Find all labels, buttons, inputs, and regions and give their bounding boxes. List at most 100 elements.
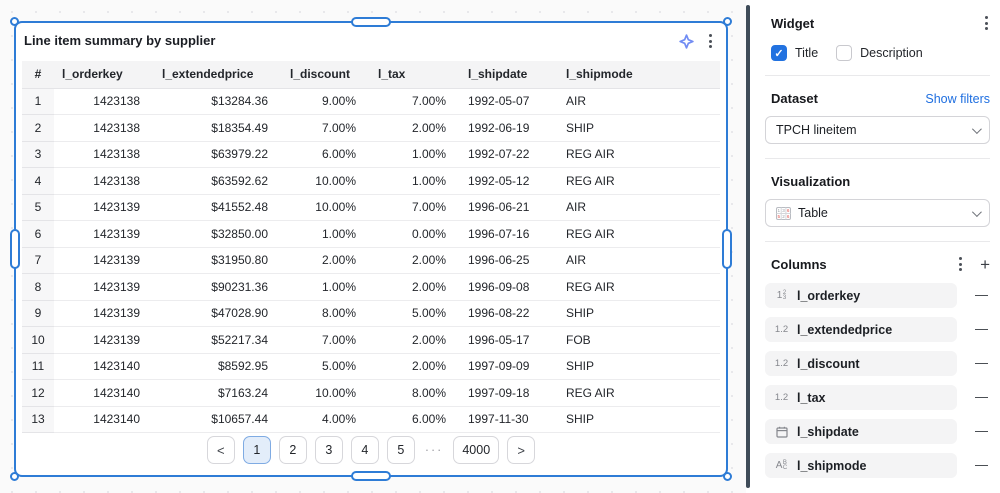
page-button[interactable]: 3 (314, 436, 343, 464)
remove-column-icon[interactable] (975, 363, 988, 364)
pagination: <1 2 3 4 5 ··· 4000 > (16, 436, 726, 464)
table-cell: AIR (558, 194, 720, 221)
column-header[interactable]: l_tax (370, 61, 460, 89)
prev-page-button[interactable]: < (206, 436, 235, 464)
resize-handle-right[interactable] (722, 229, 732, 269)
dataset-select[interactable]: TPCH lineitem (765, 116, 990, 144)
column-item-l_orderkey[interactable]: 1 2 3 l_orderkey (765, 283, 957, 308)
table-cell: $13284.36 (154, 88, 282, 115)
widget-section-menu-icon[interactable] (983, 14, 990, 32)
resize-handle-left[interactable] (10, 229, 20, 269)
table-cell: 1423139 (54, 326, 154, 354)
resize-handle-bottom-right[interactable] (723, 472, 732, 481)
table-widget-card[interactable]: Line item summary by supplier # l_orderke… (10, 17, 732, 481)
table-cell: 8.00% (370, 379, 460, 407)
column-item-l_extendedprice[interactable]: 1.2 l_extendedprice (765, 317, 957, 342)
column-item-l_tax[interactable]: 1.2 l_tax (765, 385, 957, 410)
row-number-cell: 11 (22, 353, 54, 380)
column-header[interactable]: l_discount (282, 61, 370, 89)
title-checkbox[interactable]: ✓ (771, 45, 787, 61)
data-table: # l_orderkey l_extendedprice l_discount l_ta… (22, 61, 720, 433)
remove-column-icon[interactable] (975, 295, 988, 296)
table-row: 13 1423140 $10657.44 4.00% 6.00% 1997-11-30 SH… (22, 406, 720, 433)
chevron-down-icon (971, 206, 982, 217)
resize-handle-top-left[interactable] (10, 17, 19, 26)
visualization-select[interactable]: 1 3 6 5 2 6 Table (765, 199, 990, 227)
svg-text:2: 2 (782, 214, 785, 219)
columns-section-title: Columns (771, 256, 827, 272)
dashboard-canvas[interactable]: Line item summary by supplier # l_orderke… (0, 0, 746, 493)
table-cell: 9.00% (282, 88, 370, 115)
decimal-type-icon: 1.2 (774, 324, 789, 335)
table-cell: 1423140 (54, 406, 154, 433)
show-filters-link[interactable]: Show filters (925, 91, 990, 106)
remove-column-icon[interactable] (975, 329, 988, 330)
row-number-cell: 9 (22, 300, 54, 327)
remove-column-icon[interactable] (975, 465, 988, 466)
page-button[interactable]: 2 (278, 436, 307, 464)
column-item-label: l_tax (797, 390, 826, 405)
table-cell: $7163.24 (154, 379, 282, 407)
table-cell: 1423140 (54, 353, 154, 380)
svg-text:5: 5 (778, 214, 781, 219)
column-header[interactable]: l_shipdate (460, 61, 558, 89)
table-cell: 1423139 (54, 273, 154, 301)
page-button[interactable]: 1 (242, 436, 271, 464)
section-divider (765, 75, 990, 76)
column-item-l_shipmode[interactable]: A B C l_shipmode (765, 453, 957, 478)
table-row: 2 1423138 $18354.49 7.00% 2.00% 1992-06-19 SHI… (22, 114, 720, 142)
table-cell: 1.00% (282, 220, 370, 248)
column-list-row: A B C l_shipmode (765, 453, 990, 478)
table-cell: 10.00% (282, 167, 370, 195)
table-row: 11 1423140 $8592.95 5.00% 2.00% 1997-09-09 SHI… (22, 353, 720, 380)
table-cell: REG AIR (558, 220, 720, 248)
table-cell: AIR (558, 247, 720, 274)
table-cell: 1423138 (54, 141, 154, 168)
add-column-icon[interactable]: + (980, 254, 990, 274)
description-checkbox[interactable] (836, 45, 853, 61)
table-cell: 1992-06-19 (460, 114, 558, 142)
column-header[interactable]: l_extendedprice (154, 61, 282, 89)
column-item-label: l_shipmode (797, 458, 867, 473)
row-number-cell: 12 (22, 379, 54, 407)
widget-section-title: Widget (771, 15, 815, 31)
remove-column-icon[interactable] (975, 431, 988, 432)
table-cell: 0.00% (370, 220, 460, 248)
row-number-cell: 6 (22, 220, 54, 248)
svg-text:1: 1 (778, 208, 781, 213)
row-number-cell: 8 (22, 273, 54, 301)
resize-handle-bottom[interactable] (351, 471, 391, 481)
table-cell: $32850.00 (154, 220, 282, 248)
row-number-cell: 10 (22, 326, 54, 354)
resize-handle-bottom-left[interactable] (10, 472, 19, 481)
page-button[interactable]: 4000 (453, 436, 500, 464)
resize-handle-top-right[interactable] (723, 17, 732, 26)
table-row: 1 1423138 $13284.36 9.00% 7.00% 1992-05-07 AIR (22, 88, 720, 115)
table-cell: 1.00% (282, 273, 370, 301)
page-ellipsis: ··· (424, 443, 444, 457)
remove-column-icon[interactable] (975, 397, 988, 398)
config-panel: Widget ✓ Title Description Dataset Show … (750, 0, 1000, 493)
table-cell: SHIP (558, 406, 720, 433)
column-item-l_discount[interactable]: 1.2 l_discount (765, 351, 957, 376)
row-number-header[interactable]: # (22, 61, 54, 89)
column-list-row: 1.2 l_discount (765, 351, 990, 376)
table-cell: 10.00% (282, 379, 370, 407)
table-cell: REG AIR (558, 273, 720, 301)
table-cell: 7.00% (370, 88, 460, 115)
table-cell: 1423139 (54, 300, 154, 327)
ai-sparkle-icon[interactable] (678, 33, 695, 50)
page-button[interactable]: 5 (386, 436, 415, 464)
column-item-l_shipdate[interactable]: l_shipdate (765, 419, 957, 444)
columns-menu-icon[interactable] (957, 255, 964, 273)
table-cell: 1997-11-30 (460, 406, 558, 433)
column-header[interactable]: l_orderkey (54, 61, 154, 89)
resize-handle-top[interactable] (351, 17, 391, 27)
widget-menu-icon[interactable] (707, 32, 714, 50)
next-page-button[interactable]: > (507, 436, 536, 464)
column-header[interactable]: l_shipmode (558, 61, 720, 89)
table-cell: 1997-09-09 (460, 353, 558, 380)
page-button[interactable]: 4 (350, 436, 379, 464)
panel-resize-divider[interactable] (746, 5, 750, 488)
